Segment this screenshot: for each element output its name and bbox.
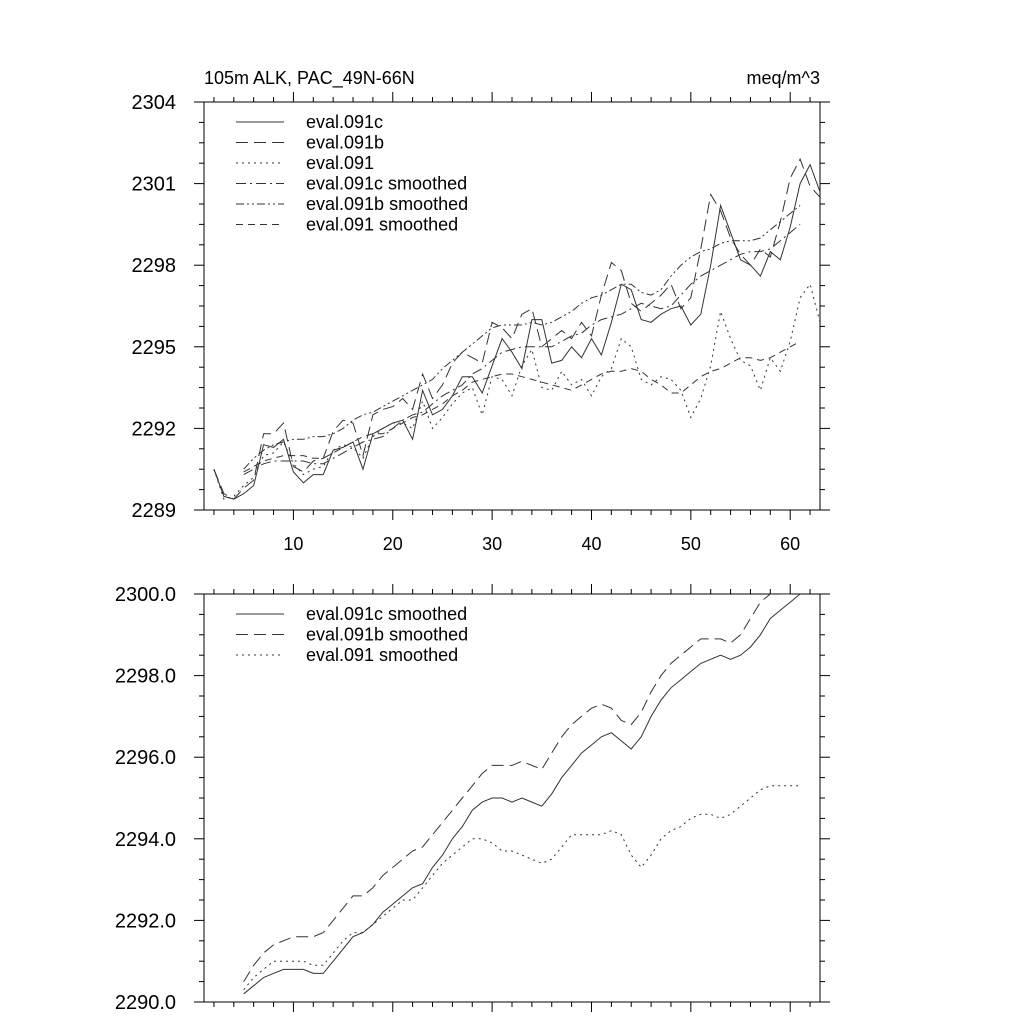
x-tick-label: 20 — [383, 534, 403, 554]
series-line-eval-091-smoothed — [243, 785, 801, 991]
legend-label: eval.091b — [306, 133, 384, 153]
series-line-eval-091c — [213, 163, 820, 500]
legend-label: eval.091c smoothed — [306, 174, 467, 194]
y-tick-label: 2295 — [132, 337, 177, 359]
y-tick-label: 2289 — [132, 500, 177, 522]
y-tick-label: 2304 — [132, 92, 177, 114]
x-tick-label: 10 — [283, 534, 303, 554]
series-line-eval-091c-smoothed — [243, 594, 801, 995]
top-chart: 105m ALK, PAC_49N-66N meq/m^3 10 20 30 40 50… — [132, 68, 830, 554]
y-tick-label: 2300.0 — [115, 584, 176, 606]
y-tick-label: 2296.0 — [115, 747, 176, 769]
legend-label: eval.091b smoothed — [306, 194, 468, 214]
legend-label: eval.091c smoothed — [306, 604, 467, 624]
y-tick-label: 2292 — [132, 418, 177, 440]
series-line-eval-091-smoothed — [243, 340, 801, 473]
legend-label: eval.091c — [306, 112, 383, 132]
x-tick-label: 60 — [780, 534, 800, 554]
y-tick-label: 2298 — [132, 255, 177, 277]
series-line-eval-091b — [213, 157, 820, 500]
legend-label: eval.091 — [306, 153, 374, 173]
series-line-eval-091 — [213, 283, 820, 500]
y-tick-label: 2301 — [132, 174, 177, 196]
y-tick-label: 2292.0 — [115, 910, 176, 932]
legend-label: eval.091 smoothed — [306, 645, 458, 665]
y-tick-label: 2298.0 — [115, 666, 176, 688]
series-line-eval-091c-smoothed — [243, 224, 801, 476]
legend-label: eval.091 smoothed — [306, 215, 458, 235]
plot-frame — [203, 593, 821, 1003]
chart-units: meq/m^3 — [747, 68, 820, 88]
y-tick-label: 2294.0 — [115, 829, 176, 851]
series-line-eval-091b-smoothed — [243, 594, 801, 982]
x-tick-label: 40 — [581, 534, 601, 554]
x-tick-label: 50 — [681, 534, 701, 554]
series-line-eval-091b-smoothed — [243, 205, 801, 470]
y-tick-label: 2290.0 — [115, 992, 176, 1014]
plot-frame — [203, 101, 821, 511]
x-tick-label: 30 — [482, 534, 502, 554]
bottom-chart: 2290.0 2292.0 2294.0 2296.0 2298.0 2300.0 eval… — [115, 584, 830, 1014]
chart-title: 105m ALK, PAC_49N-66N — [204, 68, 415, 89]
legend-label: eval.091b smoothed — [306, 625, 468, 645]
